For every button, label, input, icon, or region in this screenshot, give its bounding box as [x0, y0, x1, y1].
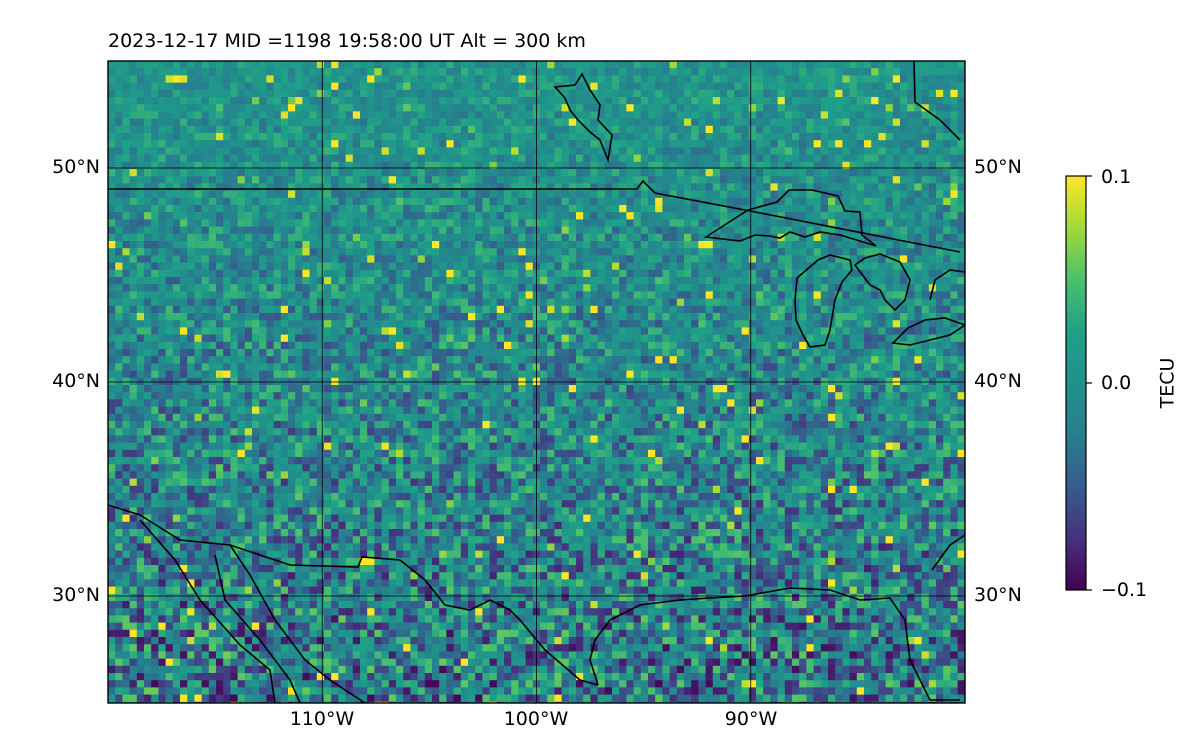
- lat-label-right-40: 40°N: [974, 370, 1022, 392]
- sonora-coast: [229, 544, 366, 703]
- northern-lakes: [553, 72, 613, 163]
- lon-label-90w: 90°W: [724, 708, 778, 730]
- lake-erie: [891, 317, 965, 346]
- tec-heatmap: [108, 61, 965, 703]
- lat-label-left-50: 50°N: [52, 156, 100, 178]
- colorbar-ticks: [1086, 175, 1092, 591]
- gulf-of-california-coast: [214, 554, 301, 703]
- colorbar-tick-max: 0.1: [1101, 166, 1132, 188]
- gulf-coast: [589, 587, 960, 701]
- baja-coast: [139, 519, 276, 703]
- lake-michigan: [794, 254, 853, 348]
- map-gridlines: [108, 61, 965, 703]
- coastlines-borders: [108, 61, 965, 703]
- lon-label-100w: 100°W: [503, 708, 569, 730]
- hudson-bay-coast: [913, 61, 961, 141]
- lon-label-110w: 110°W: [289, 708, 355, 730]
- map-title: 2023-12-17 MID =1198 19:58:00 UT Alt = 3…: [108, 30, 586, 52]
- colorbar: [1065, 175, 1087, 591]
- lake-superior: [703, 189, 877, 247]
- florida-coast: [931, 534, 965, 571]
- lat-label-left-30: 30°N: [52, 584, 100, 606]
- lat-label-left-40: 40°N: [52, 370, 100, 392]
- colorbar-tick-zero: 0.0: [1101, 372, 1132, 394]
- colorbar-tick-min: −0.1: [1101, 579, 1148, 601]
- michigan-east-shore: [929, 269, 965, 301]
- lat-label-right-50: 50°N: [974, 156, 1022, 178]
- map-frame: [107, 60, 966, 704]
- us-mexico-border: [108, 504, 599, 686]
- lake-huron: [853, 253, 911, 312]
- colorbar-label: TECU: [1156, 357, 1179, 409]
- us-canada-border: [108, 179, 961, 253]
- lat-label-right-30: 30°N: [974, 584, 1022, 606]
